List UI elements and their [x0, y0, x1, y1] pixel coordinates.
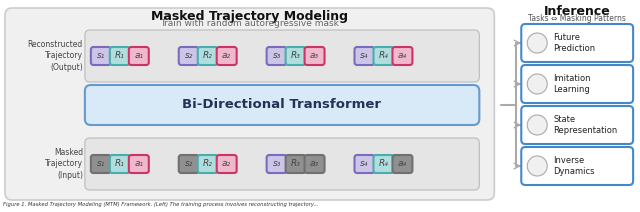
FancyBboxPatch shape: [355, 47, 374, 65]
Text: a₄: a₄: [398, 52, 407, 60]
FancyBboxPatch shape: [110, 47, 130, 65]
Text: R₃: R₃: [291, 159, 301, 169]
FancyBboxPatch shape: [392, 155, 412, 173]
Text: s₁: s₁: [97, 159, 105, 169]
FancyBboxPatch shape: [374, 47, 394, 65]
Text: a₃: a₃: [310, 159, 319, 169]
FancyBboxPatch shape: [91, 155, 111, 173]
FancyBboxPatch shape: [305, 155, 324, 173]
FancyBboxPatch shape: [179, 155, 199, 173]
Text: a₁: a₁: [134, 52, 143, 60]
FancyBboxPatch shape: [5, 8, 494, 200]
FancyBboxPatch shape: [179, 47, 199, 65]
FancyBboxPatch shape: [392, 47, 412, 65]
Text: Inverse
Dynamics: Inverse Dynamics: [553, 156, 595, 176]
Circle shape: [527, 115, 547, 135]
FancyBboxPatch shape: [355, 155, 374, 173]
Text: Future
Prediction: Future Prediction: [553, 33, 595, 53]
Text: Reconstructed
Trajectory
(Output): Reconstructed Trajectory (Output): [28, 40, 83, 72]
Text: s₂: s₂: [184, 159, 193, 169]
Text: s₃: s₃: [273, 52, 281, 60]
FancyBboxPatch shape: [85, 30, 479, 82]
Text: R₄: R₄: [378, 159, 388, 169]
Text: R₂: R₂: [203, 52, 212, 60]
Circle shape: [527, 156, 547, 176]
Text: R₁: R₁: [115, 159, 125, 169]
FancyBboxPatch shape: [198, 155, 218, 173]
Text: s₁: s₁: [97, 52, 105, 60]
Text: Imitation
Learning: Imitation Learning: [553, 74, 591, 94]
FancyBboxPatch shape: [521, 147, 633, 185]
Text: R₄: R₄: [378, 52, 388, 60]
Text: a₁: a₁: [134, 159, 143, 169]
Text: Masked Trajectory Modeling: Masked Trajectory Modeling: [151, 10, 348, 23]
FancyBboxPatch shape: [198, 47, 218, 65]
Text: Masked
Trajectory
(Input): Masked Trajectory (Input): [45, 148, 83, 180]
FancyBboxPatch shape: [217, 155, 237, 173]
Text: a₂: a₂: [222, 52, 231, 60]
Text: a₂: a₂: [222, 159, 231, 169]
FancyBboxPatch shape: [267, 47, 287, 65]
Text: s₂: s₂: [184, 52, 193, 60]
Text: a₄: a₄: [398, 159, 407, 169]
Text: Tasks ⇔ Masking Patterns: Tasks ⇔ Masking Patterns: [528, 14, 626, 23]
FancyBboxPatch shape: [85, 138, 479, 190]
FancyBboxPatch shape: [285, 155, 305, 173]
FancyBboxPatch shape: [110, 155, 130, 173]
Circle shape: [527, 33, 547, 53]
Text: a₃: a₃: [310, 52, 319, 60]
FancyBboxPatch shape: [521, 24, 633, 62]
Text: Train with random autoregressive mask: Train with random autoregressive mask: [160, 19, 339, 28]
FancyBboxPatch shape: [85, 85, 479, 125]
Text: R₁: R₁: [115, 52, 125, 60]
FancyBboxPatch shape: [217, 47, 237, 65]
FancyBboxPatch shape: [129, 47, 148, 65]
Text: s₃: s₃: [273, 159, 281, 169]
FancyBboxPatch shape: [521, 65, 633, 103]
FancyBboxPatch shape: [521, 106, 633, 144]
Text: R₂: R₂: [203, 159, 212, 169]
Text: s₄: s₄: [360, 159, 369, 169]
Text: Bi-Directional Transformer: Bi-Directional Transformer: [182, 99, 381, 112]
Text: State
Representation: State Representation: [553, 115, 618, 135]
Circle shape: [527, 74, 547, 94]
Text: s₄: s₄: [360, 52, 369, 60]
FancyBboxPatch shape: [267, 155, 287, 173]
Text: R₃: R₃: [291, 52, 301, 60]
Text: Inference: Inference: [544, 5, 611, 18]
FancyBboxPatch shape: [374, 155, 394, 173]
FancyBboxPatch shape: [91, 47, 111, 65]
FancyBboxPatch shape: [129, 155, 148, 173]
Text: Figure 1. Masked Trajectory Modeling (MTM) Framework. (Left) The training proces: Figure 1. Masked Trajectory Modeling (MT…: [3, 202, 319, 207]
FancyBboxPatch shape: [285, 47, 305, 65]
FancyBboxPatch shape: [305, 47, 324, 65]
